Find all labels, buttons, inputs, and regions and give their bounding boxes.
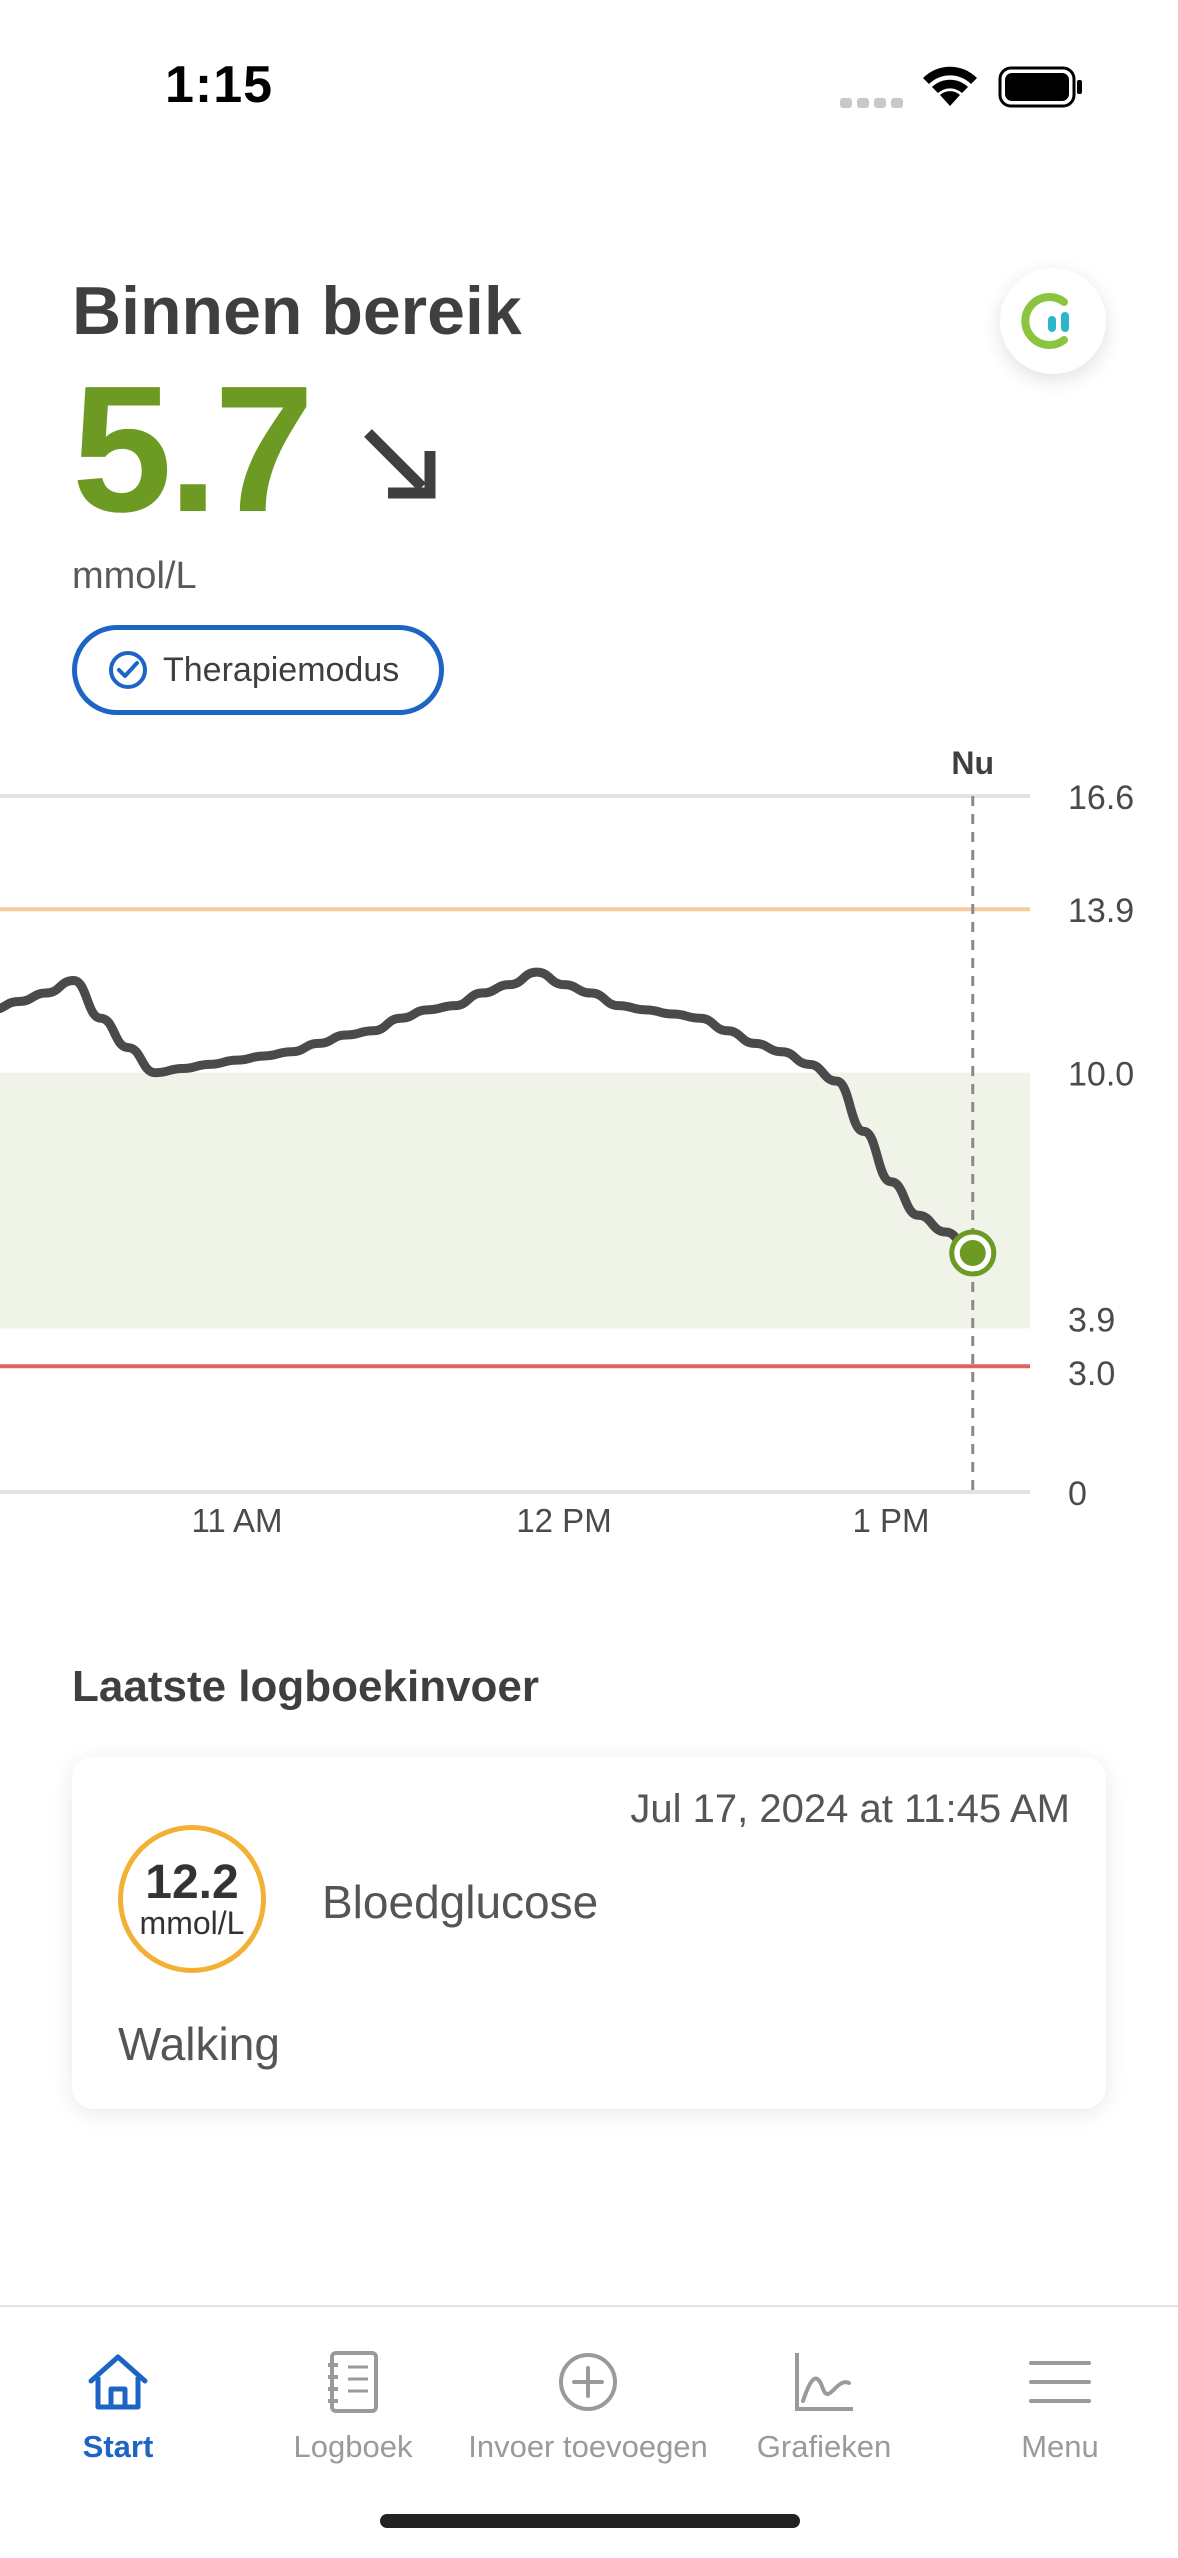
current-glucose-point-fill bbox=[959, 1240, 986, 1267]
status-icons bbox=[840, 66, 1082, 108]
tab-label: Grafieken bbox=[756, 2429, 892, 2464]
check-circle-icon bbox=[109, 651, 147, 689]
arrow-down-right-icon bbox=[364, 429, 436, 499]
y-tick-label: 16.6 bbox=[1068, 779, 1134, 817]
log-entry-value-ring: 12.2 mmol/L bbox=[118, 1825, 266, 1973]
tab-label: Menu bbox=[1021, 2429, 1099, 2464]
tab-add-entry[interactable]: Invoer toevoegen bbox=[468, 2347, 708, 2465]
status-time: 1:15 bbox=[165, 56, 274, 114]
y-tick-label: 3.0 bbox=[1068, 1355, 1115, 1393]
log-entry-value: 12.2 bbox=[145, 1856, 239, 1909]
wifi-icon bbox=[923, 66, 977, 106]
tab-menu[interactable]: Menu bbox=[942, 2347, 1178, 2465]
log-entry-unit: mmol/L bbox=[139, 1905, 245, 1941]
y-tick-label: 13.9 bbox=[1068, 892, 1134, 930]
therapy-mode-button[interactable]: Therapiemodus bbox=[72, 625, 444, 715]
home-indicator bbox=[380, 2514, 800, 2528]
tab-charts[interactable]: Grafieken bbox=[706, 2347, 942, 2465]
latest-log-card[interactable]: Jul 17, 2024 at 11:45 AM 12.2 mmol/L Blo… bbox=[72, 1757, 1106, 2109]
cellular-signal-icon bbox=[840, 98, 903, 108]
target-range-band bbox=[0, 1072, 1030, 1329]
logbook-icon bbox=[328, 2351, 378, 2413]
y-tick-label: 3.9 bbox=[1068, 1301, 1115, 1339]
tab-start[interactable]: Start bbox=[0, 2347, 236, 2465]
log-entry-type: Bloedglucose bbox=[322, 1876, 599, 1928]
current-glucose-value: 5.7 bbox=[72, 349, 314, 550]
x-tick-label: 1 PM bbox=[852, 1502, 929, 1539]
tab-label: Logboek bbox=[293, 2429, 413, 2464]
glucose-unit: mmol/L bbox=[72, 555, 197, 597]
now-label: Nu bbox=[951, 745, 994, 781]
tab-label: Invoer toevoegen bbox=[468, 2429, 708, 2464]
y-tick-label: 10.0 bbox=[1068, 1056, 1134, 1094]
tab-logbook[interactable]: Logboek bbox=[235, 2347, 471, 2465]
therapy-mode-label: Therapiemodus bbox=[163, 650, 400, 689]
add-circle-icon bbox=[559, 2353, 617, 2411]
glucose-series-line bbox=[0, 967, 978, 1258]
log-entry-date: Jul 17, 2024 at 11:45 AM bbox=[630, 1787, 1070, 1831]
latest-log-title: Laatste logboekinvoer bbox=[72, 1662, 540, 1711]
x-tick-label: 11 AM bbox=[191, 1502, 282, 1539]
log-entry-note: Walking bbox=[118, 2018, 280, 2070]
x-tick-label: 12 PM bbox=[516, 1502, 611, 1539]
y-tick-label: 0 bbox=[1068, 1475, 1087, 1513]
app-logo-button[interactable] bbox=[1000, 268, 1106, 374]
app-logo-icon bbox=[1021, 293, 1069, 349]
glucose-chart[interactable]: 16.6 13.9 10.0 3.9 3.0 0 11 AM 12 PM 1 PM Nu bbox=[0, 730, 1178, 1550]
menu-icon bbox=[1029, 2361, 1091, 2403]
battery-icon bbox=[998, 66, 1082, 108]
tab-label: Start bbox=[82, 2429, 154, 2464]
home-icon bbox=[88, 2354, 148, 2410]
chart-icon bbox=[795, 2353, 853, 2411]
glucose-status-title: Binnen bereik bbox=[72, 273, 522, 349]
